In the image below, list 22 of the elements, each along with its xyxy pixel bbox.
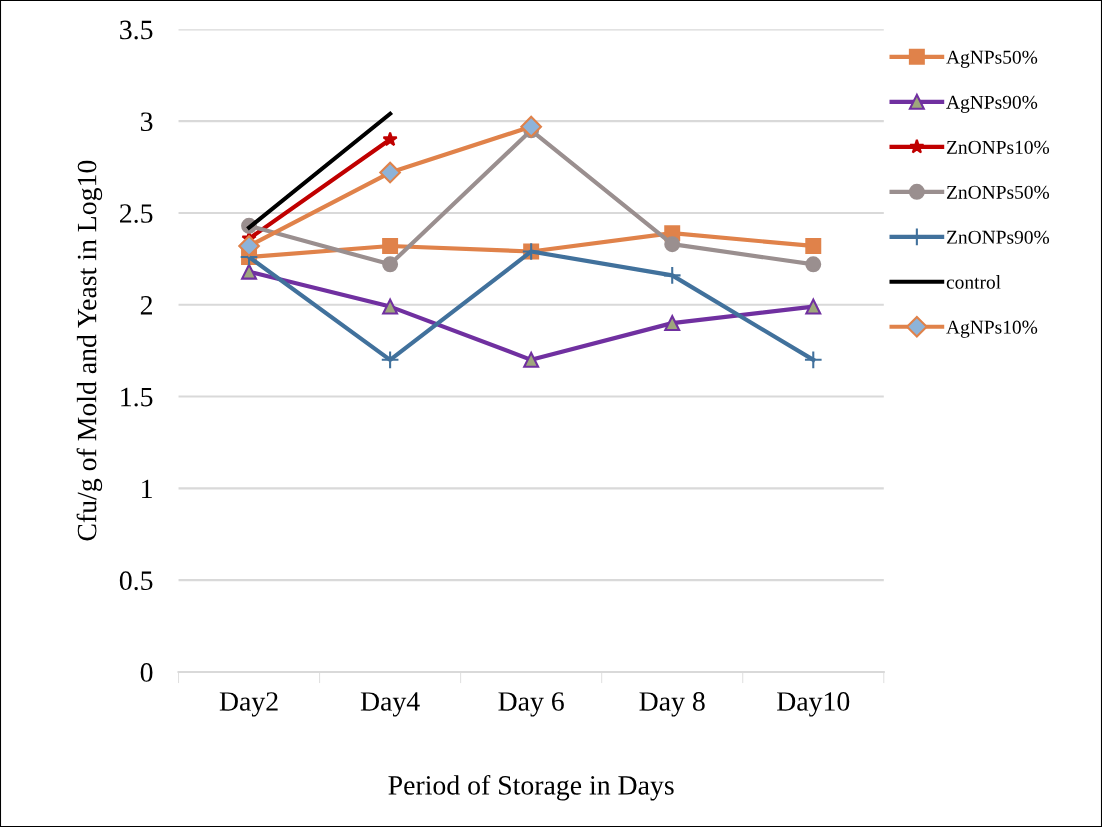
y-tick-label: 3 (140, 112, 153, 132)
y-tick-label: 0 (140, 663, 153, 682)
y-tick-label: 3.5 (120, 20, 153, 40)
legend-label: ZnONPs50% (946, 185, 1050, 199)
legend-label: ZnONPs90% (946, 230, 1050, 244)
y-axis-title: Cfu/g of Mold and Yeast in Log10 (76, 160, 103, 541)
x-axis-title: Period of Storage in Days (388, 774, 674, 801)
x-tick-label: Day4 (360, 692, 420, 717)
y-tick-label: 2.5 (120, 204, 153, 223)
x-tick-label: Day2 (219, 692, 278, 717)
legend-label: AgNPs90% (946, 95, 1038, 113)
x-tick-label: Day 8 (639, 692, 705, 717)
legend-label: AgNPs10% (946, 320, 1038, 338)
legend-label: control (946, 275, 1001, 289)
y-tick-label: 2 (140, 295, 152, 315)
legend-label: ZnONPs10% (946, 140, 1050, 154)
x-tick-label: Day10 (777, 692, 850, 717)
y-tick-label: 1 (142, 479, 152, 498)
y-tick-label: 0.5 (119, 571, 153, 591)
y-tick-label: 1.5 (121, 387, 153, 407)
x-tick-label: Day 6 (498, 692, 564, 717)
legend-label: AgNPs50% (946, 50, 1038, 68)
